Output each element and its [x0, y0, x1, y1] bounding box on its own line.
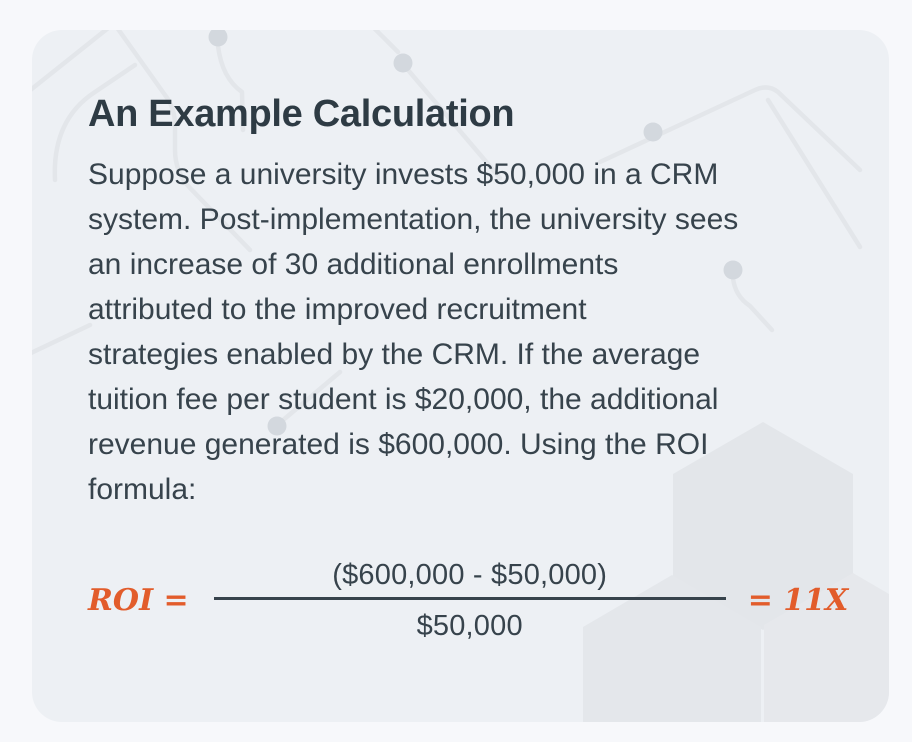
body-line: formula:: [88, 473, 197, 506]
fraction-numerator: ($600,000 - $50,000): [332, 559, 608, 591]
card-content: An Example Calculation Suppose a univers…: [32, 30, 889, 722]
formula-lhs: ROI =: [88, 582, 189, 618]
body-line: Suppose a university invests $50,000 in …: [88, 158, 719, 191]
body-line: system. Post-implementation, the univers…: [88, 203, 739, 236]
card-background-decoration: [32, 30, 889, 722]
formula-result: = 11X: [747, 582, 849, 618]
fraction-line: [213, 597, 726, 600]
hexagon-icon: [583, 422, 889, 722]
circuit-node-dot-icon: [208, 30, 743, 436]
circuit-trace-icon: [32, 30, 863, 424]
body-line: strategies enabled by the CRM. If the av…: [88, 338, 701, 371]
roi-formula: ROI = ($600,000 - $50,000) $50,000 = 11X: [88, 558, 848, 643]
body-paragraph: Suppose a university invests $50,000 in …: [88, 152, 848, 512]
example-calculation-card: An Example Calculation Suppose a univers…: [32, 30, 889, 722]
page-title: An Example Calculation: [88, 93, 515, 135]
body-line: revenue generated is $600,000. Using the…: [88, 428, 709, 461]
formula-fraction: ($600,000 - $50,000) $50,000: [213, 558, 726, 643]
body-line: attributed to the improved recruitment: [88, 293, 587, 326]
fraction-denominator: $50,000: [416, 609, 523, 642]
body-line: tuition fee per student is $20,000, the …: [88, 383, 719, 416]
body-line: an increase of 30 additional enrollments: [88, 248, 619, 281]
